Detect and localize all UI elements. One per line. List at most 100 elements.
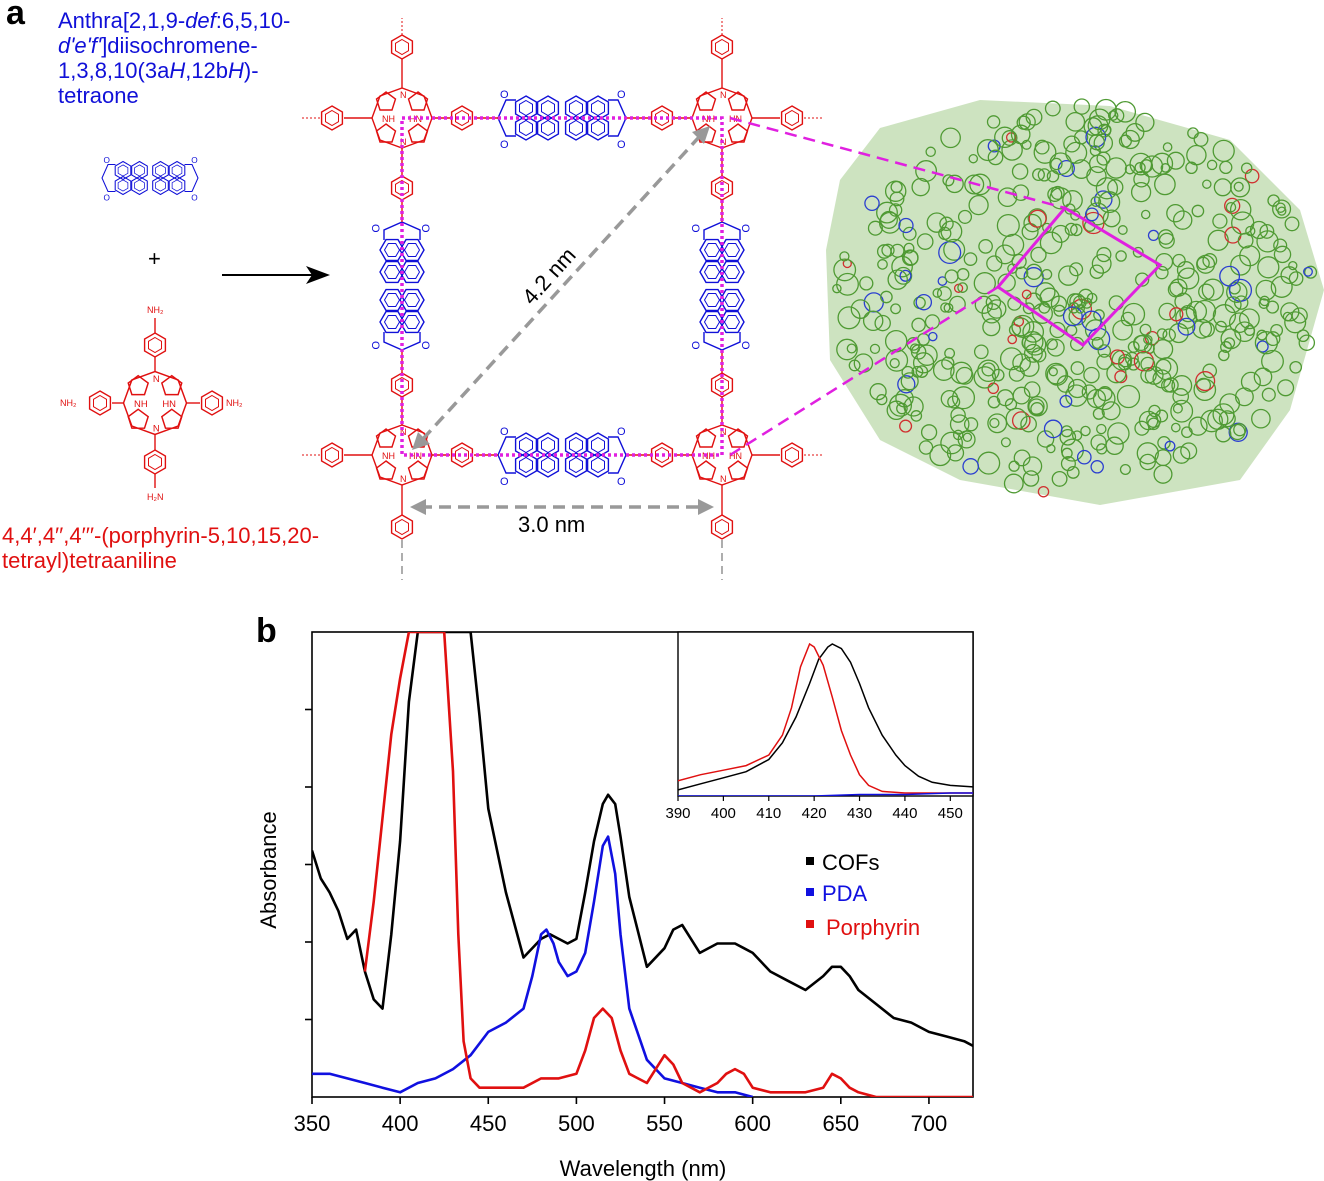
crystal-ring [947, 395, 961, 409]
crystal-ring [1045, 362, 1067, 385]
crystal-ring [1212, 213, 1228, 229]
crystal-ring [901, 365, 915, 379]
crystal-ring [1304, 265, 1318, 279]
crystal-ring [862, 310, 884, 332]
crystal-ring [1124, 164, 1136, 175]
crystal-ring [1195, 371, 1216, 392]
crystal-ring [1219, 265, 1241, 287]
crystal-ring [1076, 449, 1092, 465]
crystal-ring [962, 432, 973, 443]
crystal-ring [1172, 210, 1193, 230]
crystal-ring [1010, 124, 1031, 145]
crystal-ring [1134, 161, 1146, 174]
crystal-ring [1201, 278, 1224, 301]
crystal-ring [1254, 331, 1279, 355]
crystal-ring [1114, 370, 1128, 384]
crystal-ring [1139, 323, 1152, 336]
legend-swatch-cofs [806, 857, 814, 865]
crystal-ring [1135, 112, 1155, 133]
panel-a-letter: a [6, 0, 25, 32]
crystal-ring [869, 383, 887, 401]
crystal-ring [1177, 317, 1196, 336]
side-distance-label: 3.0 nm [518, 512, 585, 537]
crystal-ring [940, 431, 963, 455]
crystal-ring [1218, 349, 1230, 362]
crystal-ring [982, 318, 1001, 337]
crystal-ring [1187, 127, 1199, 139]
crystal-ring [1064, 222, 1078, 236]
crystal-ring [1233, 295, 1249, 310]
crystal-ring [1001, 130, 1018, 146]
crystal-ring [1188, 416, 1208, 436]
crystal-ring [1261, 349, 1284, 373]
inset-x-tick-label: 410 [756, 805, 781, 822]
crystal-ring [1270, 323, 1284, 337]
crystal-ring [1070, 223, 1083, 237]
crystal-ring [986, 255, 1003, 272]
absorbance-chart: 350 400 450 500 550 600 650 700 390 400 410 420 430… [256, 631, 974, 1181]
crystal-ring [1273, 245, 1292, 264]
inset-x-tick-label: 430 [847, 805, 872, 822]
crystal-ring [850, 299, 871, 319]
legend-label-porphyrin: Porphyrin [826, 915, 920, 940]
crystal-ring [1277, 379, 1295, 397]
crystal-ring [951, 386, 976, 410]
crystal-ring [1122, 302, 1146, 326]
crystal-ring [1000, 437, 1011, 448]
crystal-ring [957, 430, 976, 449]
crystal-ring [900, 372, 919, 391]
crystal-ring [915, 160, 938, 182]
crystal-ring [1238, 308, 1260, 330]
crystal-ring [1024, 333, 1047, 356]
crystal-ring [1218, 410, 1236, 428]
crystal-ring [1107, 422, 1130, 445]
crystal-ring [876, 393, 888, 406]
crystal-ring [1021, 139, 1032, 150]
crystal-ring [1096, 247, 1112, 263]
crystal-ring [1119, 463, 1131, 476]
x-tick-label: 650 [822, 1111, 859, 1136]
crystal-ring [1161, 378, 1176, 393]
crystal-ring [1039, 287, 1060, 308]
crystal-ring [945, 174, 964, 194]
crystal-ring [1090, 434, 1107, 451]
crystal-ring [1027, 395, 1048, 417]
crystal-ring [832, 283, 842, 294]
crystal-ring [1117, 225, 1128, 235]
crystal-ring [1044, 100, 1061, 117]
crystal-ring [1082, 211, 1105, 235]
crystal-ring [1257, 256, 1280, 279]
crystal-ring [887, 269, 908, 290]
crystal-ring [939, 216, 954, 232]
crystal-ring [1200, 409, 1223, 433]
crystal-ring [1065, 111, 1086, 132]
crystal-ring [1101, 401, 1121, 421]
crystal-ring [888, 203, 903, 217]
cof-framework-structure [302, 18, 822, 540]
crystal-ring [969, 173, 991, 196]
crystal-ring [1069, 262, 1084, 277]
crystal-ring [963, 252, 978, 266]
crystal-ring [1253, 367, 1273, 387]
crystal-ring [1154, 449, 1172, 467]
chart-legend: COFs PDA Porphyrin [806, 850, 920, 940]
crystal-ring [1022, 456, 1043, 476]
crystal-ring [1012, 184, 1030, 202]
crystal-ring [1288, 271, 1304, 286]
crystal-ring [1011, 314, 1035, 338]
crystal-ring [1193, 378, 1217, 402]
series-line-pda [312, 835, 754, 1097]
crystal-ring [1140, 367, 1157, 384]
crystal-ring [1225, 201, 1237, 213]
legend-swatch-pda [806, 888, 814, 896]
crystal-ring [1092, 407, 1105, 420]
crystal-ring [1202, 179, 1212, 189]
crystal-ring [1130, 181, 1152, 203]
crystal-ring [1011, 163, 1029, 180]
crystal-ring [1140, 209, 1151, 220]
crystal-ring [996, 213, 1020, 238]
crystal-ring [1022, 470, 1040, 487]
crystal-ring [1233, 423, 1247, 437]
crystal-ring [1090, 460, 1104, 474]
crystal-ring [1031, 347, 1047, 363]
